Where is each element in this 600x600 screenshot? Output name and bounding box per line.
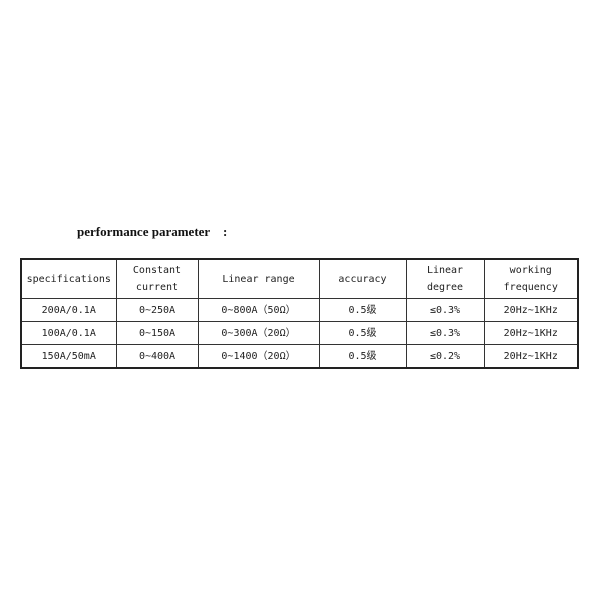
table-cell: 0~400A [115,344,199,369]
table-header-row: specifications Constant current Linear ran… [20,258,579,299]
table-cell: 0~800A（50Ω） [197,298,320,322]
table-cell: 0~300A（20Ω） [197,321,320,345]
performance-table: specifications Constant current Linear ran… [20,258,579,369]
table-cell: ≤0.3% [405,298,485,322]
table-cell: 0.5级 [318,298,407,322]
column-header: Linear degree [405,258,485,299]
section-title: performance parameter : [77,224,228,239]
table-cell: 0~1400（20Ω） [197,344,320,369]
column-header: Constant current [115,258,199,299]
table-cell: 20Hz~1KHz [483,344,579,369]
table-cell: 100A/0.1A [20,321,117,345]
column-header: accuracy [318,258,407,299]
table-cell: ≤0.3% [405,321,485,345]
table-row: 100A/0.1A 0~150A 0~300A（20Ω） 0.5级 ≤0.3% 20Hz~… [20,321,579,345]
table-cell: 150A/50mA [20,344,117,369]
table-cell: 0~250A [115,298,199,322]
table-cell: 200A/0.1A [20,298,117,322]
table-row: 200A/0.1A 0~250A 0~800A（50Ω） 0.5级 ≤0.3% 20Hz~… [20,298,579,322]
column-header: specifications [20,258,117,299]
table-cell: 0.5级 [318,321,407,345]
table-cell: ≤0.2% [405,344,485,369]
column-header: Linear range [197,258,320,299]
table-cell: 20Hz~1KHz [483,298,579,322]
table-cell: 0~150A [115,321,199,345]
table-cell: 20Hz~1KHz [483,321,579,345]
column-header: working frequency [483,258,579,299]
table-row: 150A/50mA 0~400A 0~1400（20Ω） 0.5级 ≤0.2% 20Hz~… [20,344,579,369]
table-cell: 0.5级 [318,344,407,369]
